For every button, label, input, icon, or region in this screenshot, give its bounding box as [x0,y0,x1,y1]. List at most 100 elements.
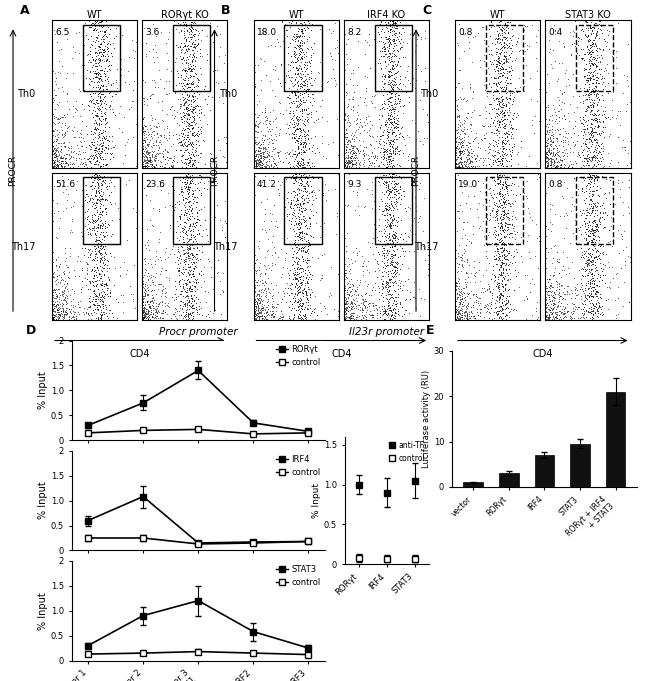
Point [587,235,597,246]
Point [57,314,68,325]
Point [182,212,192,223]
Point [183,57,193,68]
Point [84,195,94,206]
Point [467,289,478,300]
Point [387,298,398,308]
Point [567,312,578,323]
Point [248,121,259,132]
Point [185,268,196,279]
Point [84,22,95,33]
Point [395,281,406,291]
Point [75,149,85,160]
Point [341,311,352,321]
Point [198,269,209,280]
Point [155,226,166,237]
Point [499,47,510,58]
Point [105,248,116,259]
Point [590,142,600,153]
Point [359,295,370,306]
Point [99,259,109,270]
Point [543,312,553,323]
Point [127,34,137,45]
Point [94,118,104,129]
Point [384,268,394,279]
Point [213,135,223,146]
Point [254,291,265,302]
Point [348,311,358,321]
Point [273,299,283,310]
Point [347,304,358,315]
Point [380,230,391,241]
Point [546,138,556,149]
Point [553,146,564,157]
Point [500,180,511,191]
Point [348,158,359,169]
Point [138,134,148,145]
Point [493,153,503,163]
Point [71,153,81,164]
Point [580,256,591,267]
Point [588,227,599,238]
Point [390,307,400,318]
Point [95,248,105,259]
Point [383,77,393,88]
Point [77,264,88,275]
Point [118,257,129,268]
Point [330,18,340,29]
Point [387,112,398,123]
Point [415,136,426,146]
Point [61,306,72,317]
Point [283,66,293,77]
Point [79,40,89,51]
Point [343,156,354,167]
Point [463,137,473,148]
Point [551,306,562,317]
Point [297,44,307,54]
Point [499,274,510,285]
Point [291,33,302,44]
Point [484,200,494,211]
Point [290,272,300,283]
Point [342,296,352,307]
Point [91,242,101,253]
Point [513,33,523,44]
Point [295,79,306,90]
Point [578,26,588,37]
Point [522,270,532,281]
Point [586,225,596,236]
Point [498,22,508,33]
Point [188,139,199,150]
Point [494,99,504,110]
Point [101,209,112,220]
Point [586,126,596,137]
Point [588,285,599,296]
Point [181,304,191,315]
Point [450,158,461,169]
Point [584,291,594,302]
Bar [284,25,322,91]
Point [291,100,302,111]
Point [70,301,80,312]
Point [391,21,402,32]
Point [289,256,300,267]
Point [256,148,266,159]
Point [455,314,465,325]
Point [600,270,610,281]
Point [152,128,162,139]
Point [188,141,198,152]
Point [190,95,200,106]
Point [470,268,480,279]
Point [420,76,430,86]
Point [98,33,108,44]
Point [268,63,278,74]
Point [54,138,64,148]
Point [57,117,67,128]
Point [51,271,62,282]
Point [98,114,109,125]
Point [389,95,400,106]
Point [183,109,193,120]
Point [91,123,101,134]
Point [452,152,462,163]
Point [92,205,102,216]
Point [450,308,460,319]
